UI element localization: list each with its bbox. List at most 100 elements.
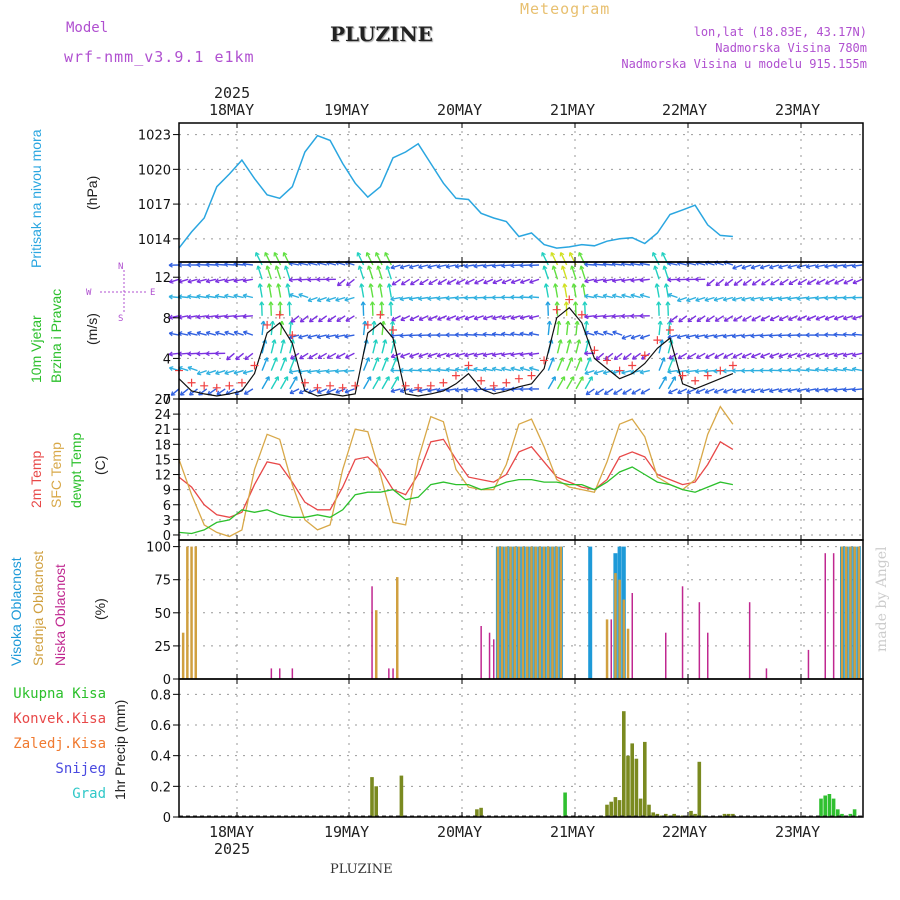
wind-arrow [529, 367, 540, 372]
wind-arrow-head [308, 354, 313, 360]
wind-arrow [661, 252, 669, 266]
cloud-bar-2 [392, 668, 394, 679]
wind-arrow-head [519, 351, 524, 357]
wind-arrow [464, 264, 475, 268]
wind-arrow [428, 315, 438, 321]
wind-arrow-head [391, 316, 396, 322]
wind-arrow [418, 315, 429, 321]
wind-gust-marker [389, 325, 398, 334]
wind-arrow-head [657, 320, 663, 326]
wind-arrow [362, 376, 372, 390]
wind-arrow [180, 388, 189, 396]
wind-arrow-head [260, 320, 266, 326]
wind-arrow-head [298, 334, 303, 340]
wind-arrow [436, 388, 447, 392]
wind-arrow [307, 261, 318, 266]
wind-arrow-head [562, 283, 568, 288]
wind-arrow-head [345, 317, 351, 322]
wind-arrow-head [814, 295, 820, 301]
wind-arrow [705, 315, 715, 322]
wind-arrow [436, 368, 447, 372]
wind-arrow-head [542, 265, 548, 270]
tick-label-temp-1: 3 [163, 514, 171, 529]
cloud-bar-0 [588, 546, 593, 679]
wind-arrow-head [787, 353, 793, 358]
compass-west: W [86, 288, 92, 298]
wind-arrow [519, 332, 530, 336]
wind-arrow [206, 278, 217, 283]
wind-arrow-head [390, 367, 395, 374]
wind-arrow [584, 315, 595, 318]
cloud-bar-1 [500, 546, 504, 679]
wind-arrow [663, 265, 669, 280]
wind-arrow-head [842, 295, 847, 301]
wind-arrow [307, 334, 318, 339]
cloud-bar-2 [371, 586, 373, 679]
tick-label-temp-5: 15 [154, 453, 171, 468]
wind-arrow [713, 296, 724, 301]
wind-arrow-head [501, 315, 506, 321]
wind-arrow [733, 278, 743, 286]
wind-arrow [437, 315, 447, 321]
wind-arrow [519, 315, 530, 319]
wind-arrow [630, 294, 641, 299]
wind-arrow-head [196, 370, 202, 376]
wind-gust-marker [275, 310, 284, 319]
wind-arrow-head [491, 263, 497, 269]
wind-arrow [290, 352, 300, 360]
wind-arrow [806, 388, 817, 392]
wind-arrow-head [695, 297, 700, 303]
precip-bar [689, 810, 693, 817]
wind-arrow-head [482, 366, 488, 372]
wind-arrow [704, 296, 715, 302]
wind-arrow-head [206, 370, 211, 376]
wind-arrow-head [833, 366, 838, 373]
wind-arrow-head [336, 317, 341, 322]
wind-arrow-head [334, 368, 340, 374]
wind-arrow-head [833, 332, 838, 338]
cloud-bar-2 [824, 553, 826, 679]
wind-arrow [224, 369, 235, 375]
wind-arrow [687, 315, 697, 323]
wind-arrow-head [834, 279, 839, 285]
cloud-bar-1 [605, 619, 609, 679]
wind-arrow [464, 333, 475, 336]
wind-arrow [473, 264, 484, 268]
cloud-bar-1 [853, 546, 856, 679]
wind-arrow-head [814, 263, 820, 269]
wind-gust-marker [678, 371, 687, 380]
wind-gust-marker [464, 361, 473, 370]
cloud-bar-2 [681, 586, 684, 679]
wind-arrow-head [731, 296, 737, 302]
wind-arrow [455, 278, 466, 285]
wind-arrow [732, 352, 743, 359]
wind-arrow-head [621, 335, 627, 340]
wind-arrow [825, 278, 835, 285]
altitude-label: Nadmorska Visina 780m [715, 41, 867, 55]
wind-arrow [613, 352, 623, 361]
wind-arrow-head [519, 366, 525, 372]
wind-gust-marker [552, 305, 561, 314]
wind-arrow-head [257, 283, 263, 288]
wind-arrow [787, 352, 798, 358]
wind-arrow [298, 388, 309, 394]
wind-arrow-head [741, 353, 747, 359]
wind-arrow-head [685, 368, 690, 374]
wind-arrow [529, 315, 540, 319]
wind-arrow-head [668, 389, 673, 395]
cloud-bar-1 [496, 546, 500, 679]
wind-arrow-head [255, 251, 260, 257]
wind-arrow-head [584, 350, 589, 357]
wind-arrow [216, 388, 226, 396]
wind-arrow-head [528, 331, 534, 337]
wind-arrow-head [408, 332, 413, 339]
wind-arrow-head [742, 317, 747, 322]
wind-arrow [381, 339, 387, 354]
wind-arrow [289, 369, 300, 373]
temp-unit: (C) [92, 455, 108, 475]
wind-arrow-head [842, 366, 848, 372]
wind-arrow [327, 315, 337, 323]
wind-gust-marker [363, 320, 372, 329]
wind-arrow [242, 263, 253, 266]
wind-arrow-head [445, 295, 450, 301]
